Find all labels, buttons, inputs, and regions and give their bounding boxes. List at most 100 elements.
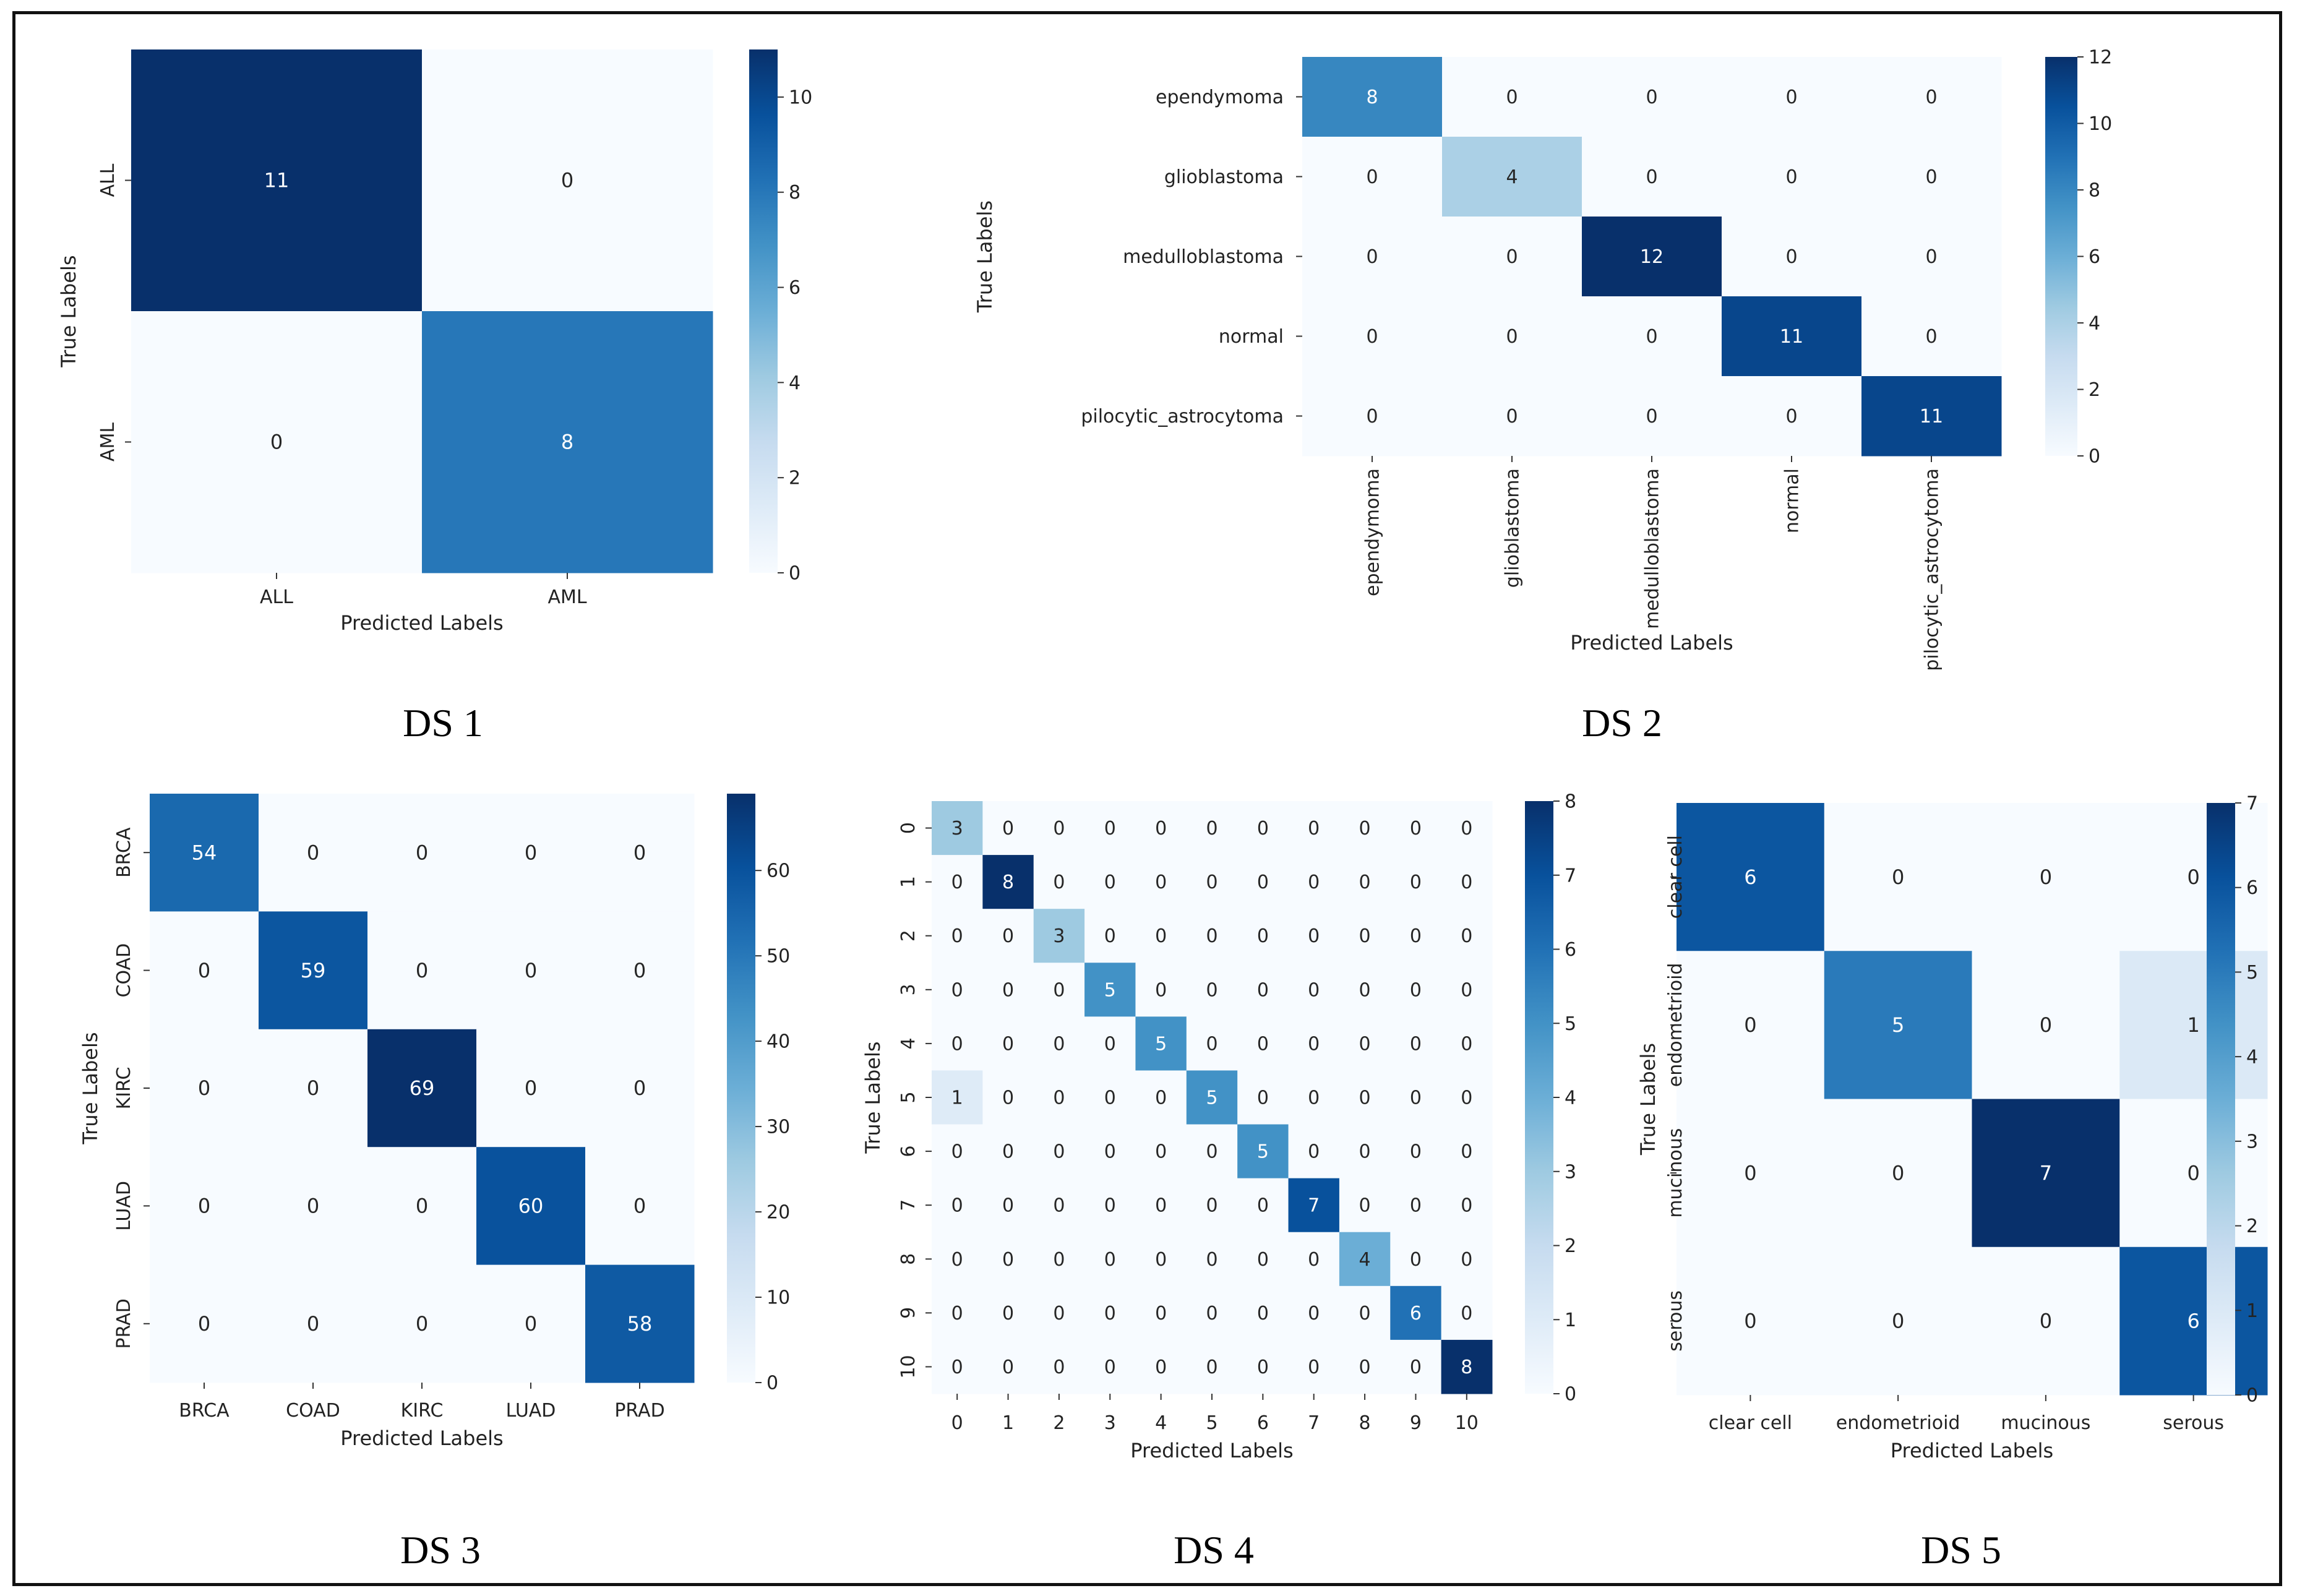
colorbar-tick-label: 3 bbox=[2246, 1131, 2258, 1152]
heatmap-cell bbox=[932, 1070, 983, 1125]
colorbar-tick-label: 20 bbox=[766, 1202, 790, 1224]
cell-value: 0 bbox=[1359, 925, 1371, 947]
cell-value: 0 bbox=[525, 1076, 537, 1100]
cell-value: 0 bbox=[1206, 1303, 1217, 1324]
heatmap-cell bbox=[367, 1029, 477, 1148]
heatmap-cell bbox=[1135, 909, 1187, 963]
x-tick-label: BRCA bbox=[179, 1400, 230, 1422]
heatmap-cell bbox=[1033, 1339, 1085, 1394]
cell-value: 0 bbox=[1366, 326, 1378, 348]
heatmap-cell bbox=[1441, 1285, 1493, 1341]
cell-value: 7 bbox=[2040, 1161, 2052, 1185]
x-tick-label: pilocytic_astrocytoma bbox=[1921, 468, 1943, 671]
heatmap-cell bbox=[1186, 1178, 1238, 1233]
cell-value: 0 bbox=[525, 1312, 537, 1336]
cell-value: 0 bbox=[1002, 1249, 1014, 1271]
cell-value: 0 bbox=[1104, 1303, 1116, 1324]
panel-caption: DS 1 bbox=[403, 701, 483, 745]
cell-value: 0 bbox=[1257, 1303, 1269, 1324]
cell-value: 0 bbox=[1002, 818, 1014, 839]
cell-value: 0 bbox=[1359, 1357, 1371, 1378]
heatmap-cell bbox=[1861, 376, 2002, 457]
y-tick-label: 1 bbox=[898, 876, 919, 888]
heatmap-cell bbox=[932, 909, 983, 963]
y-tick-label: medulloblastoma bbox=[1123, 246, 1284, 268]
heatmap-cell bbox=[1390, 1124, 1442, 1179]
cell-value: 0 bbox=[1104, 818, 1116, 839]
heatmap-cell bbox=[1033, 1124, 1085, 1179]
cell-value: 0 bbox=[1366, 246, 1378, 268]
heatmap-cell bbox=[1441, 1178, 1493, 1233]
cell-value: 0 bbox=[1410, 872, 1422, 893]
cell-value: 8 bbox=[1366, 87, 1378, 108]
confusion-matrix-4: 3 0 0 0 0 0 0 0 0 0 0 0 8 0 0 0 0 0 0 0 0 0 0 0 3 0 0 0 0 0 0 0 0 0 0 0 5 0 0 0… bbox=[861, 791, 1576, 1572]
heatmap-cell bbox=[1677, 1246, 1825, 1396]
heatmap-cell bbox=[1135, 855, 1187, 909]
y-tick-label: 8 bbox=[898, 1253, 919, 1265]
heatmap-cell bbox=[982, 1178, 1034, 1233]
x-tick-label: normal bbox=[1782, 468, 1803, 533]
colorbar bbox=[1525, 801, 1553, 1394]
colorbar-tick-label: 2 bbox=[789, 468, 801, 489]
colorbar-tick-label: 5 bbox=[2246, 962, 2258, 984]
heatmap-cell bbox=[1441, 801, 1493, 856]
cell-value: 0 bbox=[1646, 166, 1657, 188]
heatmap-cell bbox=[1972, 803, 2120, 951]
cell-value: 0 bbox=[1002, 1303, 1014, 1324]
heatmap-cell bbox=[1677, 951, 1825, 1099]
heatmap-cell bbox=[1442, 296, 1582, 377]
x-tick-label: 8 bbox=[1359, 1412, 1371, 1434]
heatmap-cell bbox=[1237, 1232, 1289, 1287]
heatmap-cell bbox=[1339, 1070, 1391, 1125]
cell-value: 0 bbox=[1925, 246, 1937, 268]
y-tick-label: ALL bbox=[97, 163, 119, 197]
cell-value: 0 bbox=[1308, 1141, 1320, 1163]
cell-value: 0 bbox=[1359, 1195, 1371, 1217]
cell-value: 0 bbox=[1104, 1357, 1116, 1378]
heatmap-cell bbox=[1288, 855, 1340, 909]
cell-value: 0 bbox=[1104, 925, 1116, 947]
x-tick-label: 3 bbox=[1104, 1412, 1116, 1434]
cell-value: 4 bbox=[1506, 166, 1518, 188]
cell-value: 0 bbox=[1308, 818, 1320, 839]
cell-value: 0 bbox=[198, 1195, 210, 1218]
heatmap-cell bbox=[1582, 217, 1722, 297]
cell-value: 0 bbox=[1206, 1357, 1217, 1378]
cell-value: 0 bbox=[1744, 1310, 1756, 1333]
cell-value: 0 bbox=[1155, 1249, 1167, 1271]
cell-value: 0 bbox=[1155, 1357, 1167, 1378]
y-tick-label: COAD bbox=[113, 943, 135, 998]
cell-value: 0 bbox=[1461, 1141, 1472, 1163]
x-tick-label: 5 bbox=[1206, 1412, 1217, 1434]
heatmap-cell bbox=[1084, 855, 1136, 909]
heatmap-cell bbox=[1677, 803, 1825, 951]
x-axis-label: Predicted Labels bbox=[340, 1427, 503, 1450]
heatmap-cell bbox=[1582, 137, 1722, 217]
cell-value: 0 bbox=[1308, 979, 1320, 1001]
cell-value: 0 bbox=[1002, 1088, 1014, 1109]
heatmap-cell bbox=[1084, 1124, 1136, 1179]
cell-value: 0 bbox=[1506, 246, 1518, 268]
colorbar bbox=[2045, 57, 2077, 456]
heatmap-cell bbox=[982, 1232, 1034, 1287]
cell-value: 11 bbox=[1780, 326, 1803, 348]
heatmap-cell bbox=[131, 49, 423, 312]
heatmap-cell bbox=[1084, 1339, 1136, 1394]
heatmap-cell bbox=[2119, 803, 2268, 951]
heatmap-cell bbox=[982, 1070, 1034, 1125]
cell-value: 0 bbox=[1206, 1033, 1217, 1055]
cell-value: 0 bbox=[1359, 818, 1371, 839]
colorbar-tick-label: 4 bbox=[1565, 1088, 1576, 1109]
cell-value: 58 bbox=[627, 1312, 653, 1336]
heatmap-cell bbox=[932, 855, 983, 909]
cell-value: 6 bbox=[1410, 1303, 1422, 1324]
cell-value: 0 bbox=[1892, 1310, 1904, 1333]
cell-value: 0 bbox=[1002, 979, 1014, 1001]
colorbar-tick-label: 10 bbox=[789, 87, 812, 108]
colorbar-tick-label: 6 bbox=[2089, 246, 2100, 268]
cell-value: 0 bbox=[1053, 818, 1065, 839]
heatmap-cell bbox=[422, 311, 713, 573]
y-axis-label: True Labels bbox=[57, 255, 80, 367]
y-tick-label: LUAD bbox=[113, 1181, 135, 1231]
cell-value: 0 bbox=[1206, 872, 1217, 893]
